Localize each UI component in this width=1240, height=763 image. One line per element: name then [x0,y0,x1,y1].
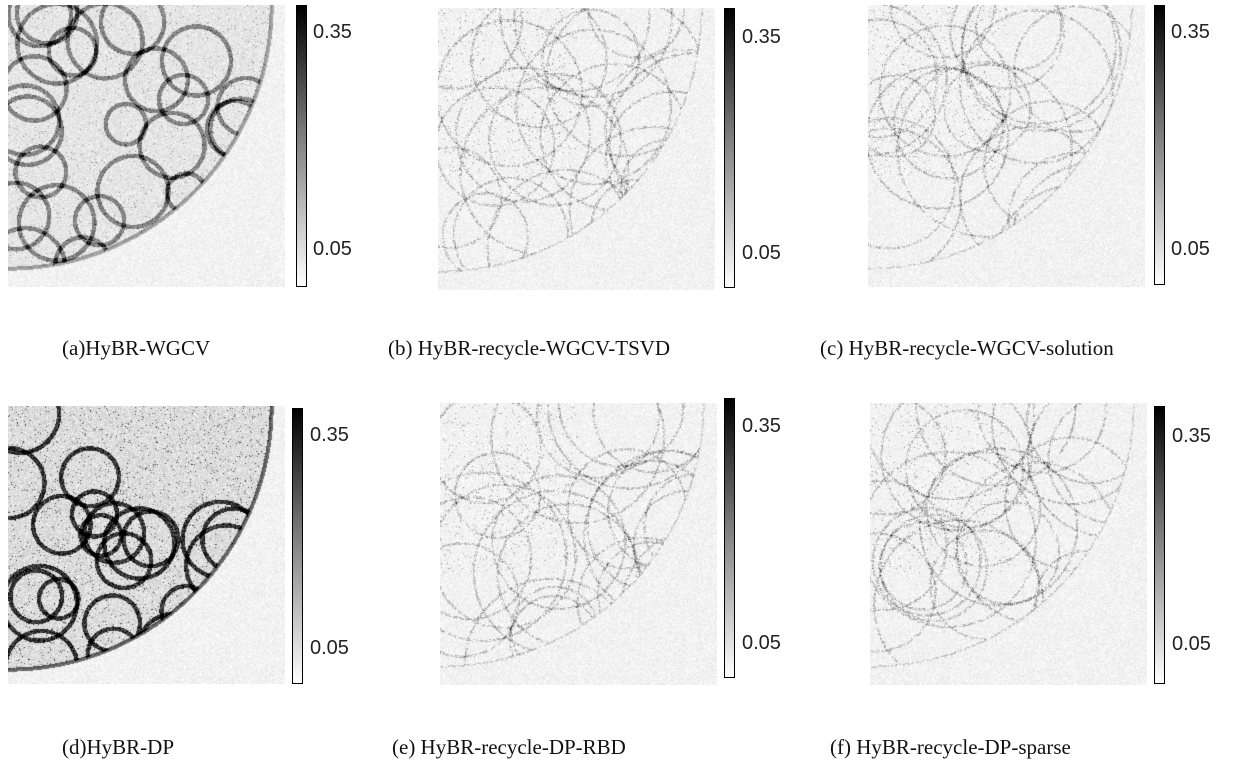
colorbar-tick-bottom-c: 0.05 [1171,238,1210,260]
colorbar-tick-top-d: 0.35 [310,424,349,446]
error-image-f [870,403,1147,685]
colorbar-d [292,408,303,684]
caption-f: (f) HyBR-recycle-DP-sparse [830,735,1071,759]
colorbar-tick-top-e: 0.35 [742,415,781,437]
colorbar-c [1154,5,1165,285]
caption-d: (d)HyBR-DP [62,735,175,759]
caption-e: (e) HyBR-recycle-DP-RBD [392,735,626,759]
caption-c: (c) HyBR-recycle-WGCV-solution [820,336,1114,360]
error-image-d [8,406,285,684]
caption-a: (a)HyBR-WGCV [62,336,211,360]
error-image-e [440,403,717,685]
colorbar-tick-bottom-f: 0.05 [1172,633,1211,655]
colorbar-tick-bottom-e: 0.05 [742,632,781,654]
error-image-b [438,8,715,290]
colorbar-tick-top-a: 0.35 [313,21,352,43]
colorbar-tick-bottom-a: 0.05 [313,238,352,260]
colorbar-b [724,8,735,288]
colorbar-e [724,398,735,678]
colorbar-tick-top-b: 0.35 [742,26,781,48]
colorbar-a [296,5,307,287]
caption-b: (b) HyBR-recycle-WGCV-TSVD [388,336,671,360]
error-image-a [8,5,285,287]
colorbar-f [1154,406,1165,684]
colorbar-tick-bottom-b: 0.05 [742,242,781,264]
error-image-c [868,5,1145,287]
colorbar-tick-top-c: 0.35 [1171,21,1210,43]
colorbar-tick-top-f: 0.35 [1172,425,1211,447]
colorbar-tick-bottom-d: 0.05 [310,637,349,659]
